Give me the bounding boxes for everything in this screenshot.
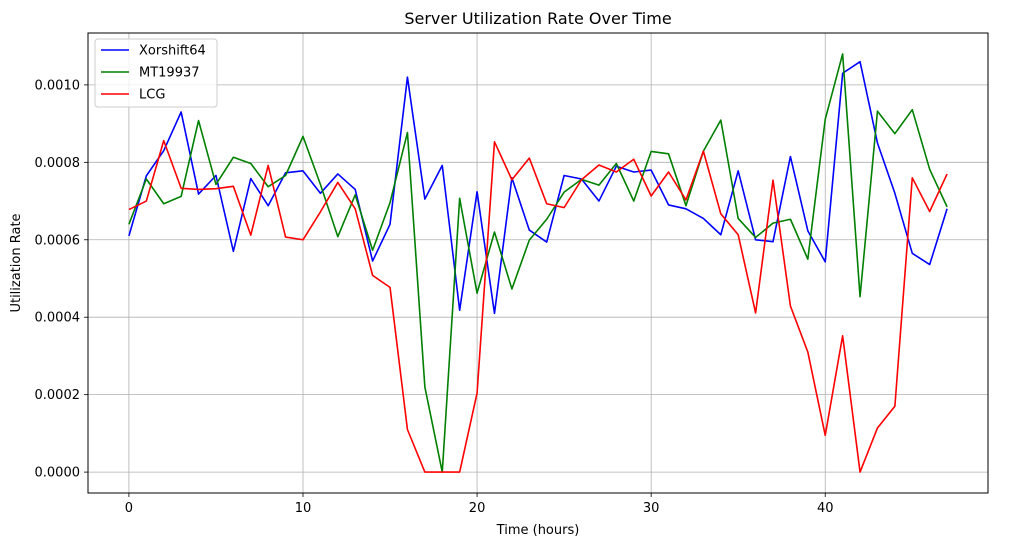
- legend-label-lcg: LCG: [139, 88, 165, 103]
- legend-box: [94, 38, 218, 108]
- y-tick-label: 0.0002: [35, 388, 81, 403]
- y-tick-label: 0.0000: [35, 466, 81, 481]
- y-tick-label: 0.0008: [35, 156, 81, 171]
- legend-label-xorshift64: Xorshift64: [139, 44, 206, 59]
- x-tick-label: 10: [295, 501, 312, 516]
- series-line-mt19937: [128, 53, 948, 473]
- plot-area: [88, 33, 988, 493]
- x-axis-label: Time (hours): [496, 523, 580, 538]
- grid-lines: [88, 33, 988, 493]
- series-line-lcg: [128, 139, 948, 473]
- y-tick-label: 0.0006: [35, 233, 81, 248]
- chart-title: Server Utilization Rate Over Time: [404, 9, 671, 28]
- y-tick-label: 0.0004: [35, 311, 81, 326]
- y-tick-label: 0.0010: [35, 78, 81, 93]
- x-axis-ticks: 0 10 20 30 40: [125, 493, 834, 516]
- x-tick-label: 0: [125, 501, 133, 516]
- series-lines: [128, 53, 948, 473]
- x-tick-label: 20: [469, 501, 486, 516]
- x-tick-label: 40: [817, 501, 834, 516]
- legend-label-mt19937: MT19937: [139, 66, 200, 81]
- plot-frame: [87, 32, 989, 494]
- y-axis-label: Utilization Rate: [9, 213, 24, 312]
- legend: Xorshift64 MT19937 LCG: [94, 38, 218, 108]
- y-axis-ticks: 0.0000 0.0002 0.0004 0.0006 0.0008 0.0010: [35, 78, 88, 481]
- x-tick-label: 30: [643, 501, 660, 516]
